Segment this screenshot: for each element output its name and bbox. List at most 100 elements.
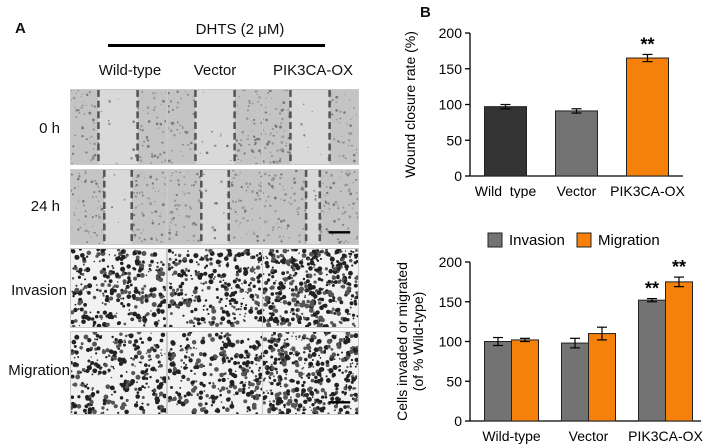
cell-spot: [248, 380, 251, 384]
cell-spot: [74, 255, 77, 258]
cell-spot: [168, 110, 170, 114]
cell-spot: [208, 381, 211, 385]
cell-spot: [257, 256, 263, 262]
cell-spot: [289, 348, 292, 351]
cell-spot: [145, 377, 149, 380]
cell-spot: [278, 235, 281, 238]
cell-spot: [326, 338, 332, 344]
cell-spot: [73, 214, 75, 216]
cell-spot: [74, 303, 77, 306]
cell-spot: [271, 333, 274, 337]
cell-spot: [104, 289, 108, 293]
cell-spot: [168, 282, 171, 285]
cell-spot: [232, 385, 238, 390]
cell-spot: [300, 187, 304, 191]
cell-spot: [326, 252, 331, 257]
cell-spot: [279, 253, 283, 257]
cell-spot: [341, 371, 344, 374]
cell-spot: [195, 365, 200, 370]
cell-spot: [211, 226, 215, 229]
cell-spot: [326, 360, 329, 362]
cell-spot: [320, 350, 324, 354]
cell-spot: [236, 214, 239, 216]
cell-spot: [95, 182, 98, 185]
cell-spot: [280, 317, 286, 322]
cell-spot: [108, 254, 111, 256]
cell-spot: [201, 317, 206, 322]
cell-spot: [124, 409, 129, 414]
cell-spot: [171, 288, 176, 292]
cell-spot: [142, 109, 144, 111]
cell-spot: [227, 397, 231, 401]
cell-spot: [259, 181, 262, 184]
cell-spot: [254, 385, 260, 390]
cell-spot: [322, 324, 327, 327]
cell-spot: [171, 217, 174, 221]
cell-spot: [230, 287, 233, 289]
cell-spot: [71, 90, 73, 92]
cell-spot: [78, 249, 82, 251]
cell-spot: [100, 205, 102, 207]
cell-spot: [351, 264, 354, 267]
cell-spot: [248, 105, 250, 107]
cell-spot: [255, 353, 258, 357]
cell-spot: [307, 372, 311, 376]
cell-spot: [182, 314, 185, 317]
cell-spot: [72, 362, 78, 367]
micrograph-image: [71, 332, 166, 414]
cell-spot: [113, 390, 117, 394]
cell-spot: [162, 285, 166, 289]
cell-spot: [271, 155, 273, 157]
cell-spot: [264, 221, 267, 224]
cell-spot: [345, 410, 350, 414]
cell-spot: [231, 402, 234, 405]
cell-spot: [219, 321, 223, 325]
cell-spot: [196, 295, 201, 299]
cell-spot: [238, 199, 241, 202]
cell-spot: [89, 142, 92, 145]
cell-spot: [272, 229, 274, 231]
cell-spot: [89, 399, 94, 405]
cell-spot: [153, 348, 157, 353]
legend-label: Migration: [598, 232, 660, 249]
cell-spot: [263, 273, 265, 276]
cell-spot: [161, 141, 164, 144]
micrograph-tile: [262, 89, 359, 165]
cell-spot: [300, 122, 303, 126]
cell-spot: [173, 199, 177, 202]
cell-spot: [276, 370, 279, 373]
cell-spot: [115, 256, 120, 262]
cell-spot: [271, 266, 274, 269]
cell-spot: [182, 143, 184, 146]
cell-spot: [254, 157, 256, 159]
cell-spot: [253, 389, 257, 392]
cell-spot: [302, 408, 306, 412]
cell-spot: [79, 345, 83, 350]
cell-spot: [209, 262, 213, 266]
cell-spot: [243, 399, 248, 404]
cell-spot: [95, 333, 100, 338]
cell-spot: [253, 122, 256, 125]
cell-spot: [188, 356, 190, 359]
cell-spot: [143, 324, 146, 327]
cell-spot: [203, 409, 209, 414]
cell-spot: [273, 357, 278, 362]
cell-spot: [158, 152, 162, 156]
cell-spot: [239, 308, 242, 311]
cell-spot: [159, 363, 163, 368]
cell-spot: [154, 200, 156, 203]
cell-spot: [292, 332, 295, 334]
cell-spot: [234, 211, 237, 214]
cell-spot: [103, 210, 106, 213]
cell-spot: [211, 400, 215, 404]
cell-spot: [129, 283, 133, 287]
cell-spot: [235, 339, 240, 344]
cell-spot: [160, 260, 163, 264]
cell-spot: [172, 212, 174, 214]
cell-spot: [188, 192, 190, 194]
cell-spot: [78, 290, 83, 296]
cell-spot: [263, 315, 265, 318]
cell-spot: [353, 170, 356, 174]
cell-spot: [257, 319, 260, 322]
